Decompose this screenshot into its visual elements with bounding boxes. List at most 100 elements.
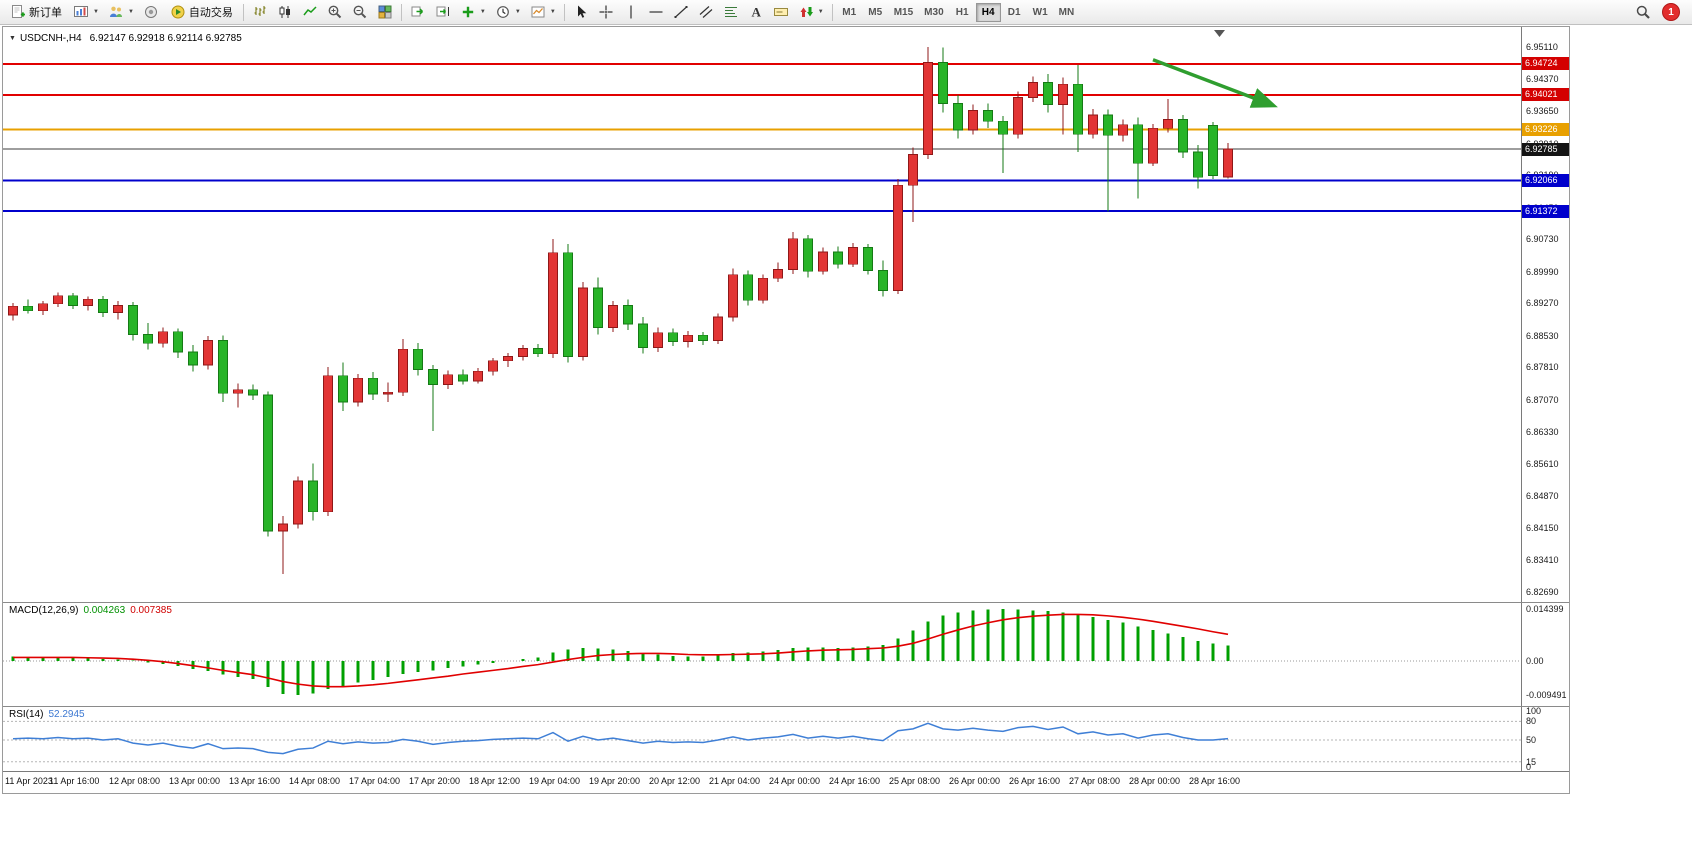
periods-button[interactable]: ▼ <box>491 2 525 23</box>
time-tick-label: 13 Apr 00:00 <box>169 776 221 786</box>
price-tick-label: 6.85610 <box>1526 458 1559 469</box>
auto-scroll-button[interactable] <box>406 2 430 23</box>
candle-body <box>203 340 213 366</box>
time-tick-label: 17 Apr 20:00 <box>409 776 461 786</box>
candle-body <box>1193 151 1203 178</box>
candle-body <box>578 287 588 357</box>
candle-body <box>773 269 783 279</box>
macd-indicator-label: MACD(12,26,9) 0.004263 0.007385 <box>9 605 172 616</box>
profiles-button[interactable]: ▼ <box>104 2 138 23</box>
chart-shift-marker[interactable] <box>1214 30 1225 37</box>
templates-button[interactable]: ▼ <box>526 2 560 23</box>
time-tick-label: 24 Apr 00:00 <box>769 776 821 786</box>
one-click-trading-toggle[interactable]: ▼ <box>9 35 16 42</box>
timeframe-m5-button[interactable]: M5 <box>863 3 888 22</box>
candle-body <box>623 305 633 325</box>
blue-line-1-price-badge: 6.92066 <box>1522 174 1569 188</box>
cursor-button[interactable] <box>569 2 593 23</box>
vertical-line-button[interactable] <box>619 2 643 23</box>
candle-body <box>593 287 603 328</box>
vertical-line-icon <box>630 5 632 19</box>
time-tick-label: 13 Apr 16:00 <box>229 776 281 786</box>
text-button[interactable]: A <box>744 2 768 23</box>
macd-signal-line <box>13 613 1229 688</box>
crosshair-button[interactable] <box>594 2 618 23</box>
tile-windows-button[interactable] <box>373 2 397 23</box>
text-label-button[interactable] <box>769 2 793 23</box>
timeframe-h4-button[interactable]: H4 <box>975 2 1001 22</box>
candle-body <box>758 277 768 301</box>
auto-trading-label: 自动交易 <box>188 7 233 19</box>
cursor-icon <box>577 5 587 18</box>
candle-body <box>818 251 828 272</box>
bar-chart-button[interactable] <box>248 2 272 23</box>
candle-body <box>548 252 558 355</box>
candle-body <box>923 61 933 155</box>
zoom-in-button[interactable] <box>323 2 347 23</box>
fibonacci-button[interactable] <box>719 2 743 23</box>
price-tick-label: 6.84870 <box>1526 491 1559 502</box>
mt4-chart-window[interactable]: 6.951106.943706.936506.929106.921906.914… <box>2 26 1570 794</box>
trendline-button[interactable] <box>669 2 693 23</box>
candle-body <box>803 238 813 272</box>
candle-body <box>1043 82 1053 105</box>
candle-body <box>143 334 153 344</box>
candle-body <box>788 238 798 270</box>
data-window-button[interactable] <box>139 2 163 23</box>
time-tick-label: 19 Apr 20:00 <box>589 776 641 786</box>
time-tick-label: 25 Apr 08:00 <box>889 776 941 786</box>
candle-body <box>1073 83 1083 135</box>
candle-body <box>833 251 843 265</box>
new-chart-button[interactable]: ▼ <box>69 2 103 23</box>
price-tick-label: 6.86330 <box>1526 427 1559 438</box>
templates-icon <box>531 6 545 18</box>
dropdown-caret-icon: ▼ <box>514 9 521 15</box>
candle-body <box>503 355 513 362</box>
line-chart-button[interactable] <box>298 2 322 23</box>
time-tick-label: 12 Apr 08:00 <box>109 776 161 786</box>
search-button[interactable] <box>1631 2 1655 23</box>
timeframe-m1-button[interactable]: M1 <box>837 3 862 22</box>
candle-body <box>23 305 33 312</box>
horizontal-line-icon <box>649 11 663 13</box>
time-tick-label: 26 Apr 16:00 <box>1009 776 1061 786</box>
timeframe-m15-button[interactable]: M15 <box>889 3 918 22</box>
symbol-timeframe-label: USDCNH-,H4 <box>19 33 82 44</box>
bar-chart-icon <box>254 6 266 16</box>
timeframe-w1-button[interactable]: W1 <box>1028 3 1053 22</box>
indicators-button[interactable]: ▼ <box>456 2 490 23</box>
timeframe-m30-button[interactable]: M30 <box>919 3 948 22</box>
arrows-button[interactable]: ▼ <box>794 2 828 23</box>
auto-trading-button[interactable]: 自动交易 <box>164 2 239 23</box>
zoom-out-button[interactable] <box>348 2 372 23</box>
chart-plot-area[interactable] <box>3 27 1521 771</box>
candle-body <box>1133 124 1143 164</box>
candle-body <box>653 332 663 348</box>
profiles-icon <box>109 6 122 17</box>
auto-trading-icon <box>171 5 185 19</box>
candle-body <box>848 247 858 265</box>
rsi-panel-separator[interactable] <box>3 706 1569 707</box>
candlestick-chart-button[interactable] <box>273 2 297 23</box>
price-axis[interactable]: 6.951106.943706.936506.929106.921906.914… <box>1521 27 1569 772</box>
time-axis[interactable]: 11 Apr 2023 11 Apr 16:00 12 Apr 08:00 13 Ap… <box>3 771 1569 793</box>
timeframe-mn-button[interactable]: MN <box>1054 3 1080 22</box>
macd-panel-separator[interactable] <box>3 602 1569 603</box>
candle-body <box>413 348 423 370</box>
candle-body <box>8 305 18 316</box>
notification-badge[interactable]: 1 <box>1662 3 1680 21</box>
channel-button[interactable] <box>694 2 718 23</box>
candlestick-chart-icon <box>279 6 290 18</box>
rsi-axis-label: 15 <box>1526 756 1537 767</box>
timeframe-d1-button[interactable]: D1 <box>1002 3 1027 22</box>
toolbar-separator <box>242 3 244 21</box>
trend-arrow-annotation[interactable] <box>1152 58 1278 108</box>
timeframe-h1-button[interactable]: H1 <box>950 3 975 22</box>
horizontal-line-button[interactable] <box>644 2 668 23</box>
new-order-button[interactable]: 新订单 <box>4 2 68 23</box>
chart-shift-button[interactable] <box>431 2 455 23</box>
candle-body <box>983 110 993 122</box>
candle-body <box>893 184 903 291</box>
new-chart-icon <box>74 6 88 17</box>
time-tick-label: 11 Apr 16:00 <box>49 776 100 786</box>
